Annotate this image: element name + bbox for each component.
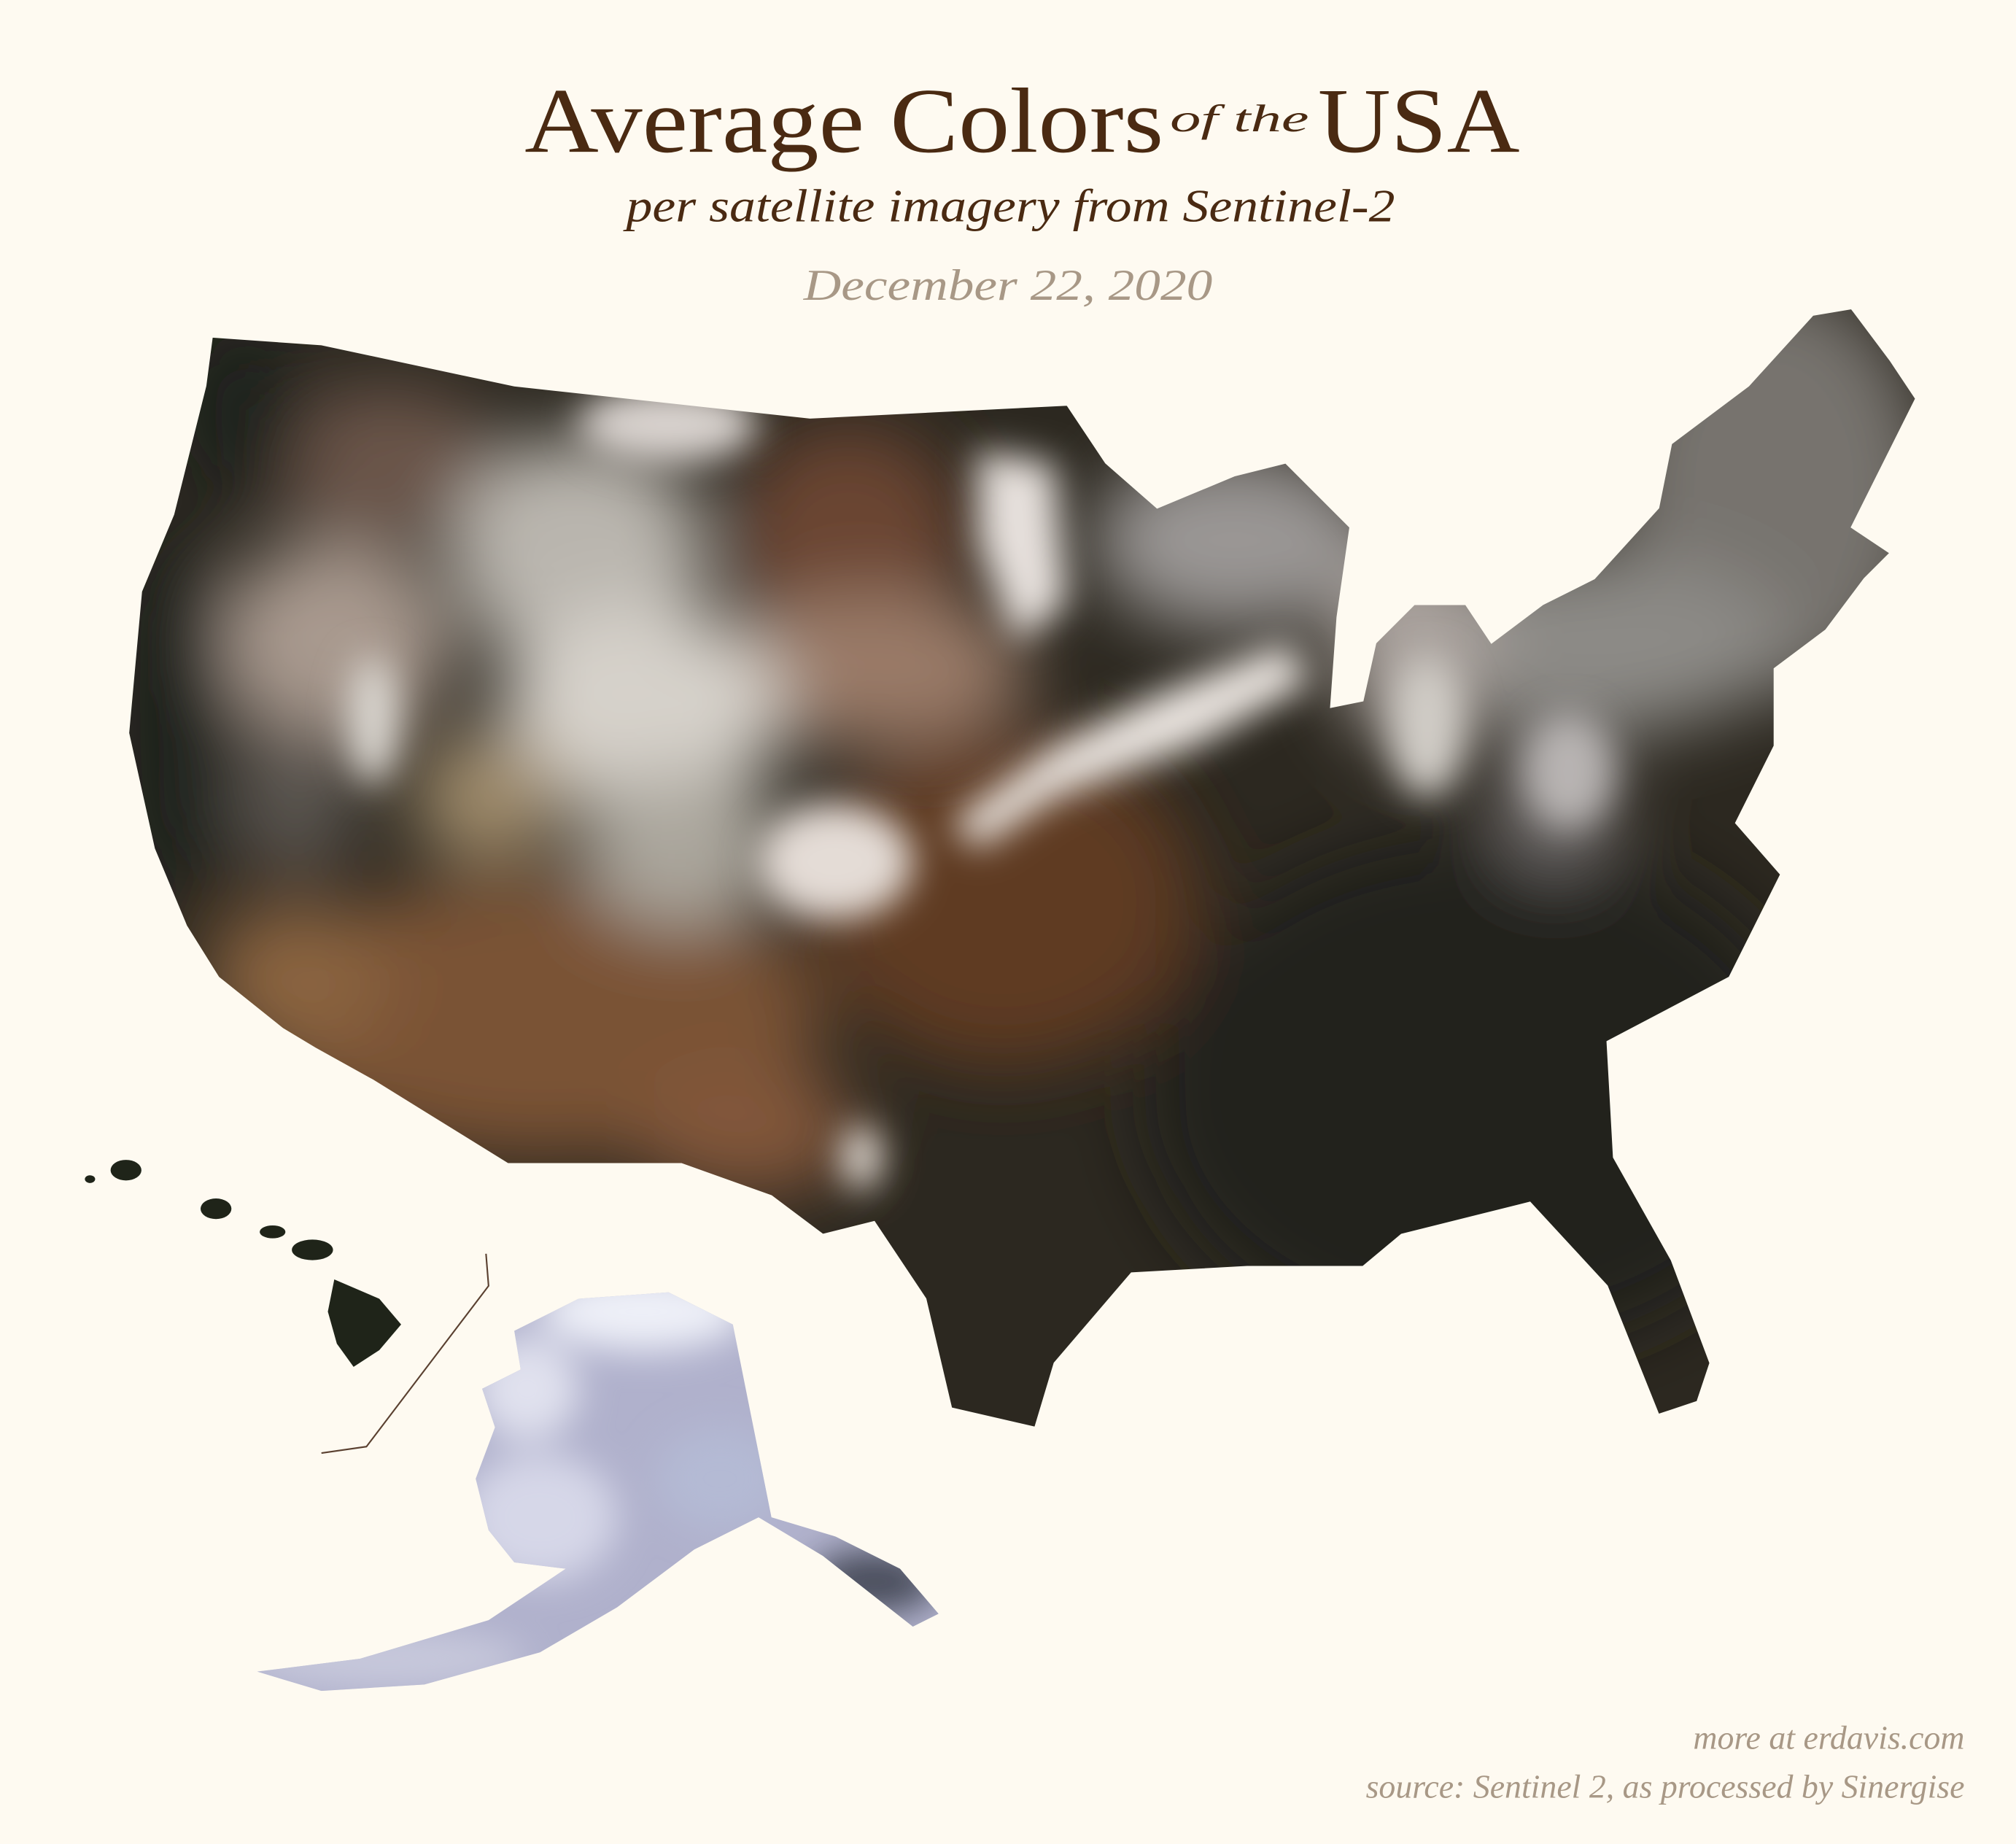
title-block: Average Colors of the USA per satellite … (524, 70, 1519, 309)
hawaii (85, 1160, 401, 1367)
footer: more at erdavis.com source: Sentinel 2, … (1366, 1719, 1965, 1805)
us-outline (128, 308, 1917, 1428)
inset-divider (321, 1253, 489, 1454)
title-connector: of the (1170, 98, 1309, 140)
title-part2: USA (1318, 70, 1520, 172)
title-part1: Average Colors (524, 70, 1163, 172)
date-label: December 22, 2020 (803, 261, 1213, 309)
contiguous-us (128, 309, 1916, 1427)
source-credit: source: Sentinel 2, as processed by Sine… (1366, 1767, 1965, 1805)
subtitle: per satellite imagery from Sentinel-2 (623, 179, 1395, 231)
more-link[interactable]: more at erdavis.com (1693, 1719, 1964, 1756)
